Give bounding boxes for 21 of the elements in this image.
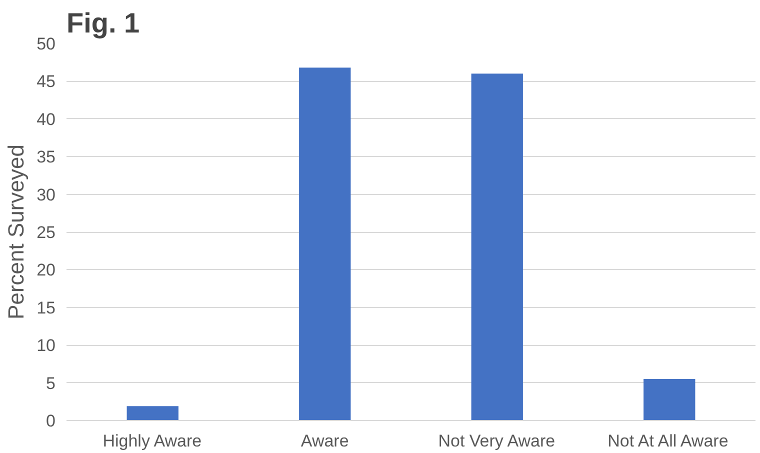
bar	[299, 68, 351, 420]
y-tick-label: 35	[36, 148, 56, 167]
y-tick-label: 20	[36, 260, 56, 280]
y-tick-label: 30	[36, 185, 56, 204]
y-tick-label: 50	[36, 34, 56, 54]
bar	[644, 379, 696, 420]
y-tick-label: 25	[36, 223, 56, 242]
x-tick-label: Not At All Aware	[608, 432, 728, 450]
x-tick-label: Not Very Aware	[438, 432, 556, 450]
y-tick-label: 40	[36, 110, 56, 129]
y-tick-label: 0	[46, 412, 56, 430]
bar	[471, 74, 523, 420]
y-tick-label: 45	[36, 72, 56, 92]
bar	[126, 406, 178, 420]
y-tick-label: 5	[46, 374, 56, 393]
x-tick-label: Highly Aware	[102, 432, 202, 450]
y-tick-label: 15	[36, 298, 56, 318]
x-tick-label: Aware	[300, 432, 349, 450]
y-tick-label: 10	[36, 336, 56, 356]
y-axis-title: Percent Surveyed	[4, 144, 29, 320]
chart-title: Fig. 1	[66, 8, 140, 38]
